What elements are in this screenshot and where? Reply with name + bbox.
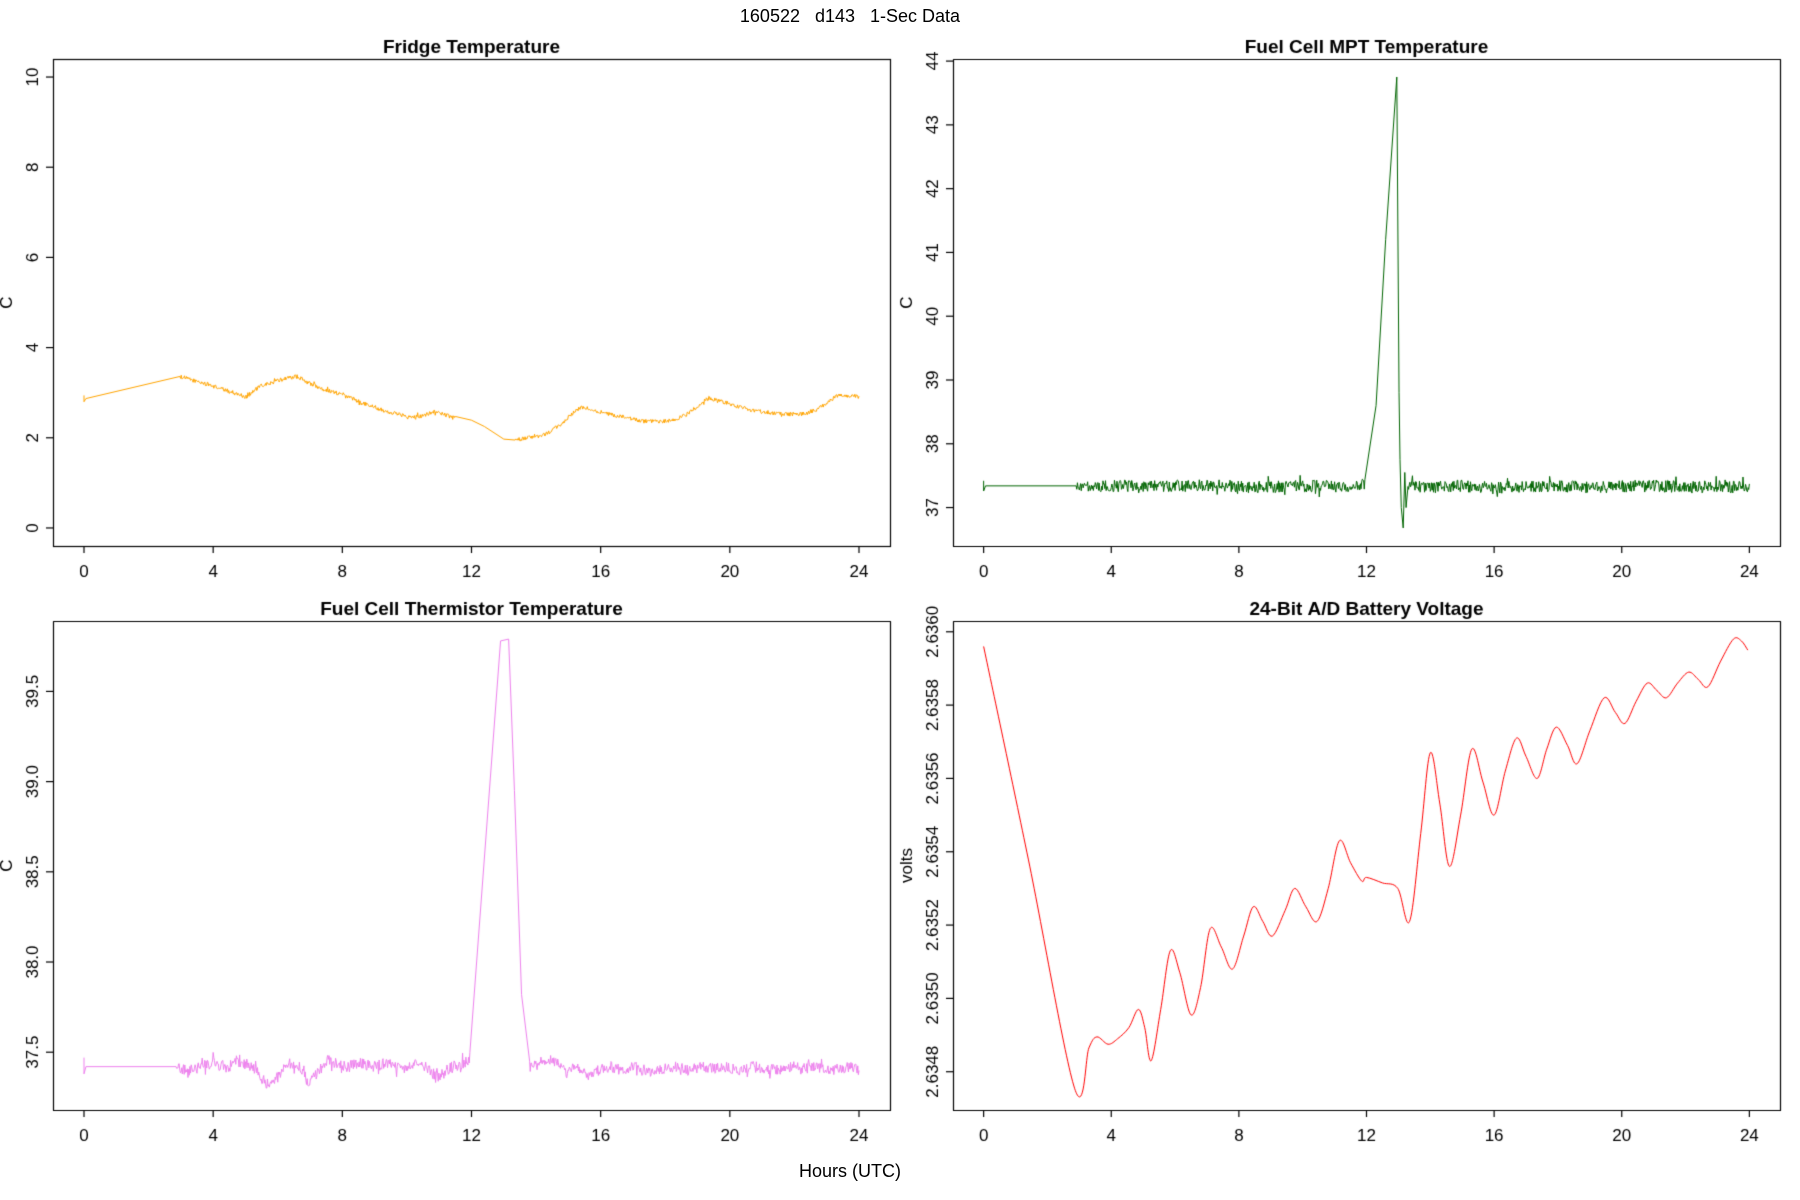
- shared-x-axis-label: Hours (UTC): [799, 1161, 901, 1181]
- main-title: 160522 d143 1-Sec Data: [739, 6, 961, 26]
